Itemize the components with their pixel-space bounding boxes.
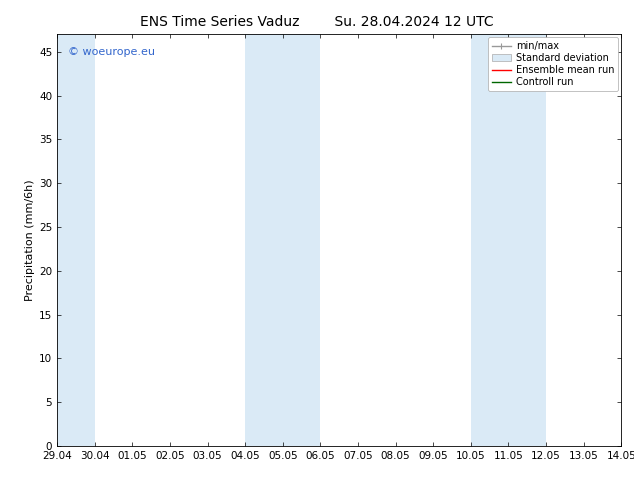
- Bar: [245, 34, 320, 446]
- Bar: [57, 34, 94, 446]
- Legend: min/max, Standard deviation, Ensemble mean run, Controll run: min/max, Standard deviation, Ensemble me…: [488, 37, 618, 91]
- Bar: [471, 34, 546, 446]
- Text: © woeurope.eu: © woeurope.eu: [68, 47, 155, 57]
- Text: ENS Time Series Vaduz        Su. 28.04.2024 12 UTC: ENS Time Series Vaduz Su. 28.04.2024 12 …: [140, 15, 494, 29]
- Y-axis label: Precipitation (mm/6h): Precipitation (mm/6h): [25, 179, 35, 301]
